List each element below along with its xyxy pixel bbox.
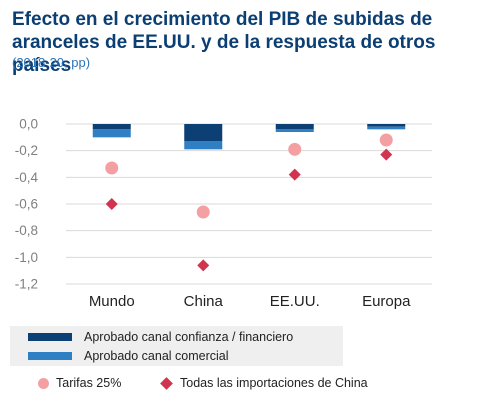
chart-subtitle: (2018-20, pp) xyxy=(12,55,91,70)
marker-china xyxy=(288,168,301,181)
x-category-label: China xyxy=(184,293,224,310)
y-tick-label: -1,0 xyxy=(15,250,38,265)
bar-comercial xyxy=(367,126,406,130)
bar-confianza xyxy=(92,124,131,130)
marker-tarifas xyxy=(379,133,393,147)
x-category-label: EE.UU. xyxy=(270,293,320,310)
circle-marker-icon xyxy=(38,377,49,389)
y-tick-label: -0,6 xyxy=(15,197,38,212)
marker-china xyxy=(105,198,118,210)
legend-bars: Aprobado canal confianza / financiero Ap… xyxy=(10,326,343,366)
legend-item-china: Todas las importaciones de China xyxy=(160,375,368,391)
bar-comercial xyxy=(92,129,131,138)
legend-swatch-light xyxy=(28,352,72,360)
legend-swatch-dark xyxy=(28,333,72,341)
bar-confianza xyxy=(367,124,406,127)
y-tick-label: -1,2 xyxy=(15,277,38,292)
marker-tarifas xyxy=(288,142,302,156)
legend-item-comercial: Aprobado canal comercial xyxy=(10,348,229,364)
legend-item-confianza: Aprobado canal confianza / financiero xyxy=(10,329,293,345)
y-tick-label: -0,4 xyxy=(15,170,39,185)
bar-comercial xyxy=(184,141,223,150)
diamond-marker-icon xyxy=(160,376,173,390)
legend-label-tarifas: Tarifas 25% xyxy=(56,376,122,390)
legend-item-tarifas: Tarifas 25% xyxy=(38,375,121,391)
marker-tarifas xyxy=(196,205,210,219)
marker-china xyxy=(197,259,210,272)
marker-tarifas xyxy=(105,161,119,175)
bar-confianza xyxy=(184,124,223,142)
bar-confianza xyxy=(275,124,314,130)
y-tick-label: -0,8 xyxy=(15,223,38,238)
y-tick-label: -0,2 xyxy=(15,143,38,158)
marker-china xyxy=(380,148,393,161)
legend-label-china: Todas las importaciones de China xyxy=(180,376,368,390)
legend-label-confianza: Aprobado canal confianza / financiero xyxy=(84,330,294,344)
legend-label-comercial: Aprobado canal comercial xyxy=(84,349,229,363)
x-category-label: Mundo xyxy=(89,293,135,310)
y-tick-label: 0,0 xyxy=(19,117,38,132)
bar-comercial xyxy=(275,129,314,132)
chart-title: Efecto en el crecimiento del PIB de subi… xyxy=(12,9,436,76)
x-category-label: Europa xyxy=(362,293,411,310)
